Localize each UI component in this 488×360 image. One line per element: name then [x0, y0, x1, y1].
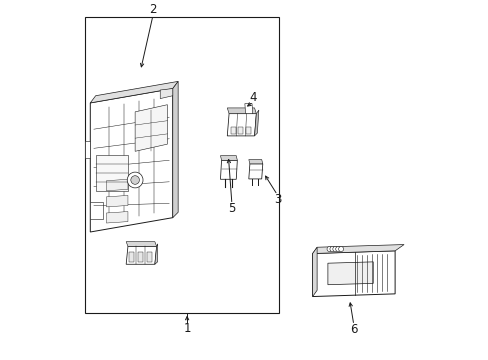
Circle shape: [127, 172, 142, 188]
Circle shape: [131, 176, 139, 184]
Circle shape: [332, 247, 337, 252]
Bar: [138, 252, 142, 262]
Polygon shape: [248, 164, 262, 179]
Polygon shape: [90, 202, 102, 220]
Polygon shape: [220, 156, 237, 160]
Polygon shape: [254, 110, 258, 136]
Polygon shape: [160, 89, 172, 99]
Text: 1: 1: [183, 321, 190, 334]
Polygon shape: [172, 81, 178, 218]
Circle shape: [326, 247, 331, 252]
Polygon shape: [90, 89, 172, 232]
Polygon shape: [312, 247, 317, 297]
Polygon shape: [327, 262, 372, 285]
Polygon shape: [227, 108, 256, 114]
Circle shape: [335, 247, 340, 252]
Polygon shape: [220, 160, 237, 179]
Bar: [147, 252, 152, 262]
Bar: [85, 17, 278, 313]
Polygon shape: [126, 246, 156, 264]
Circle shape: [329, 247, 334, 252]
Polygon shape: [244, 104, 252, 114]
Polygon shape: [248, 159, 262, 164]
Polygon shape: [85, 140, 90, 158]
Circle shape: [338, 247, 343, 252]
Polygon shape: [106, 179, 128, 191]
Polygon shape: [227, 114, 256, 136]
Polygon shape: [90, 81, 178, 103]
Text: 2: 2: [149, 3, 157, 16]
Polygon shape: [155, 244, 158, 264]
Polygon shape: [106, 212, 128, 223]
Text: 6: 6: [349, 323, 357, 336]
Polygon shape: [96, 155, 128, 191]
Polygon shape: [106, 195, 128, 207]
Bar: [129, 252, 134, 262]
Text: 4: 4: [249, 91, 257, 104]
Polygon shape: [312, 251, 394, 297]
Bar: [230, 127, 235, 134]
Polygon shape: [135, 105, 167, 151]
Bar: [238, 127, 243, 134]
Text: 3: 3: [273, 193, 281, 206]
Bar: [246, 127, 251, 134]
Polygon shape: [312, 244, 403, 253]
Polygon shape: [126, 242, 156, 246]
Text: 5: 5: [228, 202, 235, 215]
